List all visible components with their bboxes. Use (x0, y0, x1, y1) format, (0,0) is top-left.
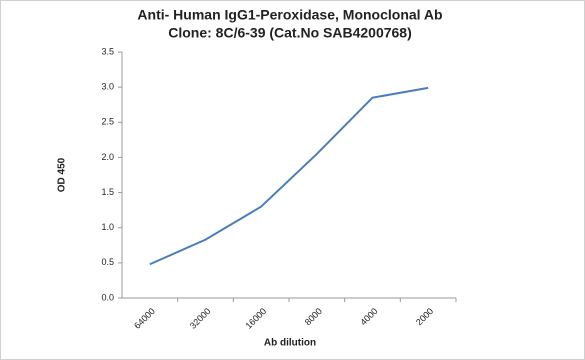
data-line (149, 86, 429, 266)
y-tick-label: 0.5 (101, 257, 114, 267)
y-tick-label: 3.0 (101, 82, 114, 92)
y-tick-label: 0.0 (101, 292, 114, 302)
chart-subtitle: Clone: 8C/6-39 (Cat.No SAB4200768) (168, 25, 412, 41)
x-axis-title: Ab dilution (264, 338, 316, 349)
y-tick-label: 2.5 (101, 117, 114, 127)
y-tick-label: 1.5 (101, 187, 114, 197)
chart-title: Anti- Human IgG1-Peroxidase, Monoclonal … (137, 7, 442, 23)
y-tick-label: 1.0 (101, 222, 114, 232)
y-tick-label: 2.0 (101, 152, 114, 162)
y-tick-label: 3.5 (101, 46, 114, 56)
y-axis-title: OD 450 (57, 157, 68, 192)
